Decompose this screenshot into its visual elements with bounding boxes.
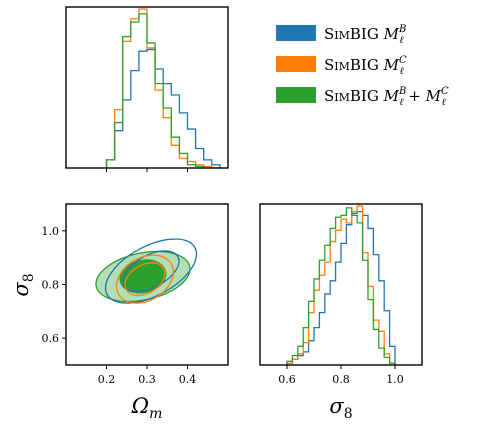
legend-label-2: SIMBIG MB ℓ + MC ℓ [324,86,449,108]
omega-m-marginal-panel [65,6,229,172]
series-1-contour-95 [115,254,175,304]
legend-swatch-0 [276,25,316,41]
sigma-8-x-tick-label-1: 0.8 [332,373,350,386]
omega-m-tick-label-0: 0.2 [98,373,116,386]
y-axis-label-sigma-8: σ8 [9,273,37,296]
legend-swatch-1 [276,56,316,72]
legend-swatch-2 [276,87,316,103]
sigma-8-x-tick-label-2: 1.0 [386,373,404,386]
omega-m-marginal-ticks [106,168,188,172]
legend: SIMBIG MB ℓ SIMBIG MC ℓ SIMBIG MB ℓ + MC ℓ [276,24,449,108]
omega-m-tick-label-2: 0.4 [179,373,197,386]
legend-label-1: SIMBIG MC ℓ [324,55,407,77]
sigma-8-histograms [286,205,396,365]
omega-m-histograms [105,8,221,168]
x-axis-label-sigma-8: σ8 [329,394,352,422]
combined-contour-68 [119,259,167,294]
sigma-8-y-tick-label-2: 1.0 [42,225,60,238]
joint-panel-ticks: 0.2 0.3 0.4 0.6 0.8 1.0 [42,225,197,386]
omega-m-hist-series-2 [105,13,220,168]
sigma-8-y-tick-label-1: 0.8 [42,279,60,292]
legend-label-0: SIMBIG MB ℓ [324,24,406,46]
omega-m-tick-label-1: 0.3 [138,373,156,386]
sigma-8-hist-series-2 [286,207,396,365]
sigma-8-x-tick-label-0: 0.6 [278,373,296,386]
joint-contours [95,238,198,304]
sigma-8-marginal-panel: 0.6 0.8 1.0 [259,203,423,386]
series-1-contour-68 [124,262,166,297]
x-axis-label-omega-m: Ωm [131,394,163,422]
sigma-8-marginal-ticks: 0.6 0.8 1.0 [278,365,404,386]
joint-contour-panel: 0.2 0.3 0.4 0.6 0.8 1.0 [42,203,229,386]
sigma-8-y-tick-label-0: 0.6 [42,332,60,345]
